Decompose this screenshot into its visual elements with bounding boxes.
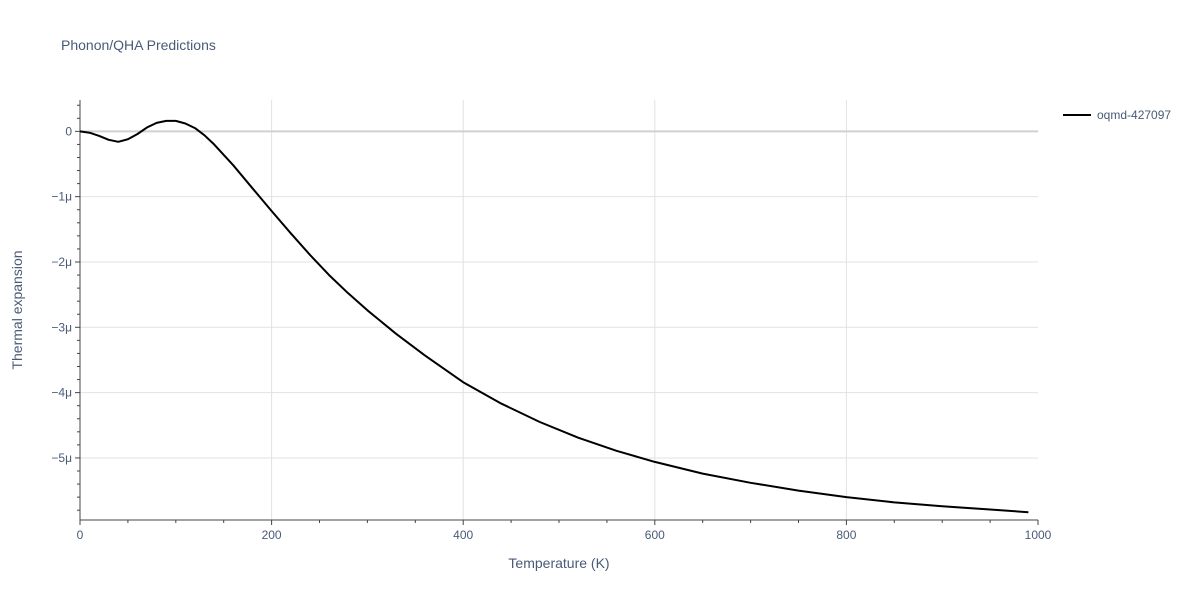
x-axis-title: Temperature (K) bbox=[508, 555, 609, 571]
y-tick-label: 0 bbox=[65, 124, 72, 138]
grid-lines bbox=[80, 100, 1038, 520]
y-tick-label: −5μ bbox=[51, 451, 72, 465]
legend[interactable]: oqmd-427097 bbox=[1063, 108, 1171, 122]
axes: 0 200 400 600 800 1000 0 −1μ −2μ −3μ −4μ −5μ bbox=[51, 100, 1052, 542]
y-tick-label: −4μ bbox=[51, 386, 72, 400]
x-tick-label: 800 bbox=[836, 528, 856, 542]
y-tick-label: −3μ bbox=[51, 320, 72, 334]
x-tick-label: 200 bbox=[262, 528, 282, 542]
legend-label: oqmd-427097 bbox=[1097, 108, 1171, 122]
x-tick-label: 400 bbox=[453, 528, 473, 542]
series-line bbox=[79, 119, 1029, 514]
series-lines bbox=[79, 119, 1029, 514]
y-axis-title: Thermal expansion bbox=[9, 250, 25, 369]
x-tick-label: 600 bbox=[645, 528, 665, 542]
x-tick-label: 0 bbox=[77, 528, 84, 542]
chart-title: Phonon/QHA Predictions bbox=[61, 37, 216, 53]
y-tick-label: −2μ bbox=[51, 255, 72, 269]
x-tick-label: 1000 bbox=[1025, 528, 1052, 542]
y-tick-label: −1μ bbox=[51, 190, 72, 204]
